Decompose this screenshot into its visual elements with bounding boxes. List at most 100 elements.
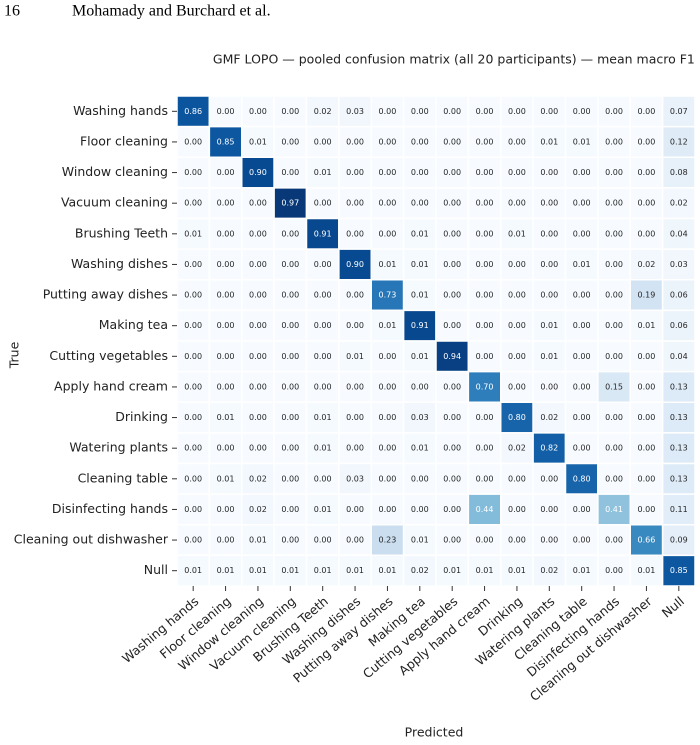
heatmap-cell bbox=[338, 554, 372, 587]
cell-label: 0.00 bbox=[540, 505, 558, 514]
cell-label: 0.00 bbox=[605, 137, 623, 146]
cell-label: 0.13 bbox=[670, 413, 688, 422]
cell-label: 0.00 bbox=[476, 413, 494, 422]
heatmap-cell bbox=[467, 554, 502, 587]
cell-label: 0.70 bbox=[476, 382, 494, 391]
cell-label: 0.00 bbox=[540, 199, 558, 208]
cell-label: 0.00 bbox=[573, 199, 591, 208]
cell-label: 0.00 bbox=[184, 199, 202, 208]
heatmap-cell bbox=[338, 187, 372, 220]
cell-label: 0.00 bbox=[508, 352, 526, 361]
page-number: 16 bbox=[4, 3, 20, 20]
cell-label: 0.00 bbox=[217, 107, 235, 116]
cell-label: 0.00 bbox=[249, 229, 267, 238]
heatmap-cell bbox=[273, 125, 308, 158]
heatmap-cell bbox=[402, 401, 437, 434]
cell-label: 0.00 bbox=[605, 413, 623, 422]
cell-label: 0.00 bbox=[314, 199, 332, 208]
cell-label: 0.00 bbox=[379, 168, 397, 177]
cell-label: 0.04 bbox=[670, 352, 688, 361]
heatmap-cell bbox=[402, 95, 437, 128]
cell-label: 0.00 bbox=[443, 168, 461, 177]
cell-label: 0.00 bbox=[379, 382, 397, 391]
cell-label: 0.00 bbox=[217, 536, 235, 545]
cell-label: 0.00 bbox=[638, 229, 656, 238]
cell-label: 0.00 bbox=[217, 382, 235, 391]
cell-label: 0.02 bbox=[670, 199, 688, 208]
cell-label: 0.00 bbox=[476, 536, 494, 545]
cell-label: 0.01 bbox=[411, 260, 429, 269]
heatmap-cell bbox=[467, 309, 502, 342]
cell-label: 0.00 bbox=[314, 536, 332, 545]
cell-label: 0.00 bbox=[540, 382, 558, 391]
cell-label: 0.03 bbox=[411, 413, 429, 422]
heatmap-cell bbox=[661, 340, 696, 373]
cell-label: 0.00 bbox=[638, 382, 656, 391]
heatmap-cell bbox=[564, 125, 599, 158]
cell-label: 0.00 bbox=[346, 536, 364, 545]
cell-label: 0.00 bbox=[508, 107, 526, 116]
heatmap-cell bbox=[241, 217, 275, 250]
cell-label: 0.01 bbox=[411, 291, 429, 300]
y-tick-label: Watering plants bbox=[69, 440, 168, 455]
cell-label: 0.00 bbox=[443, 291, 461, 300]
cell-label: 0.00 bbox=[281, 505, 299, 514]
cell-label: 0.00 bbox=[281, 260, 299, 269]
heatmap-cell bbox=[176, 340, 211, 373]
cell-label: 0.00 bbox=[281, 291, 299, 300]
cell-label: 0.01 bbox=[508, 229, 526, 238]
cell-label: 0.00 bbox=[540, 168, 558, 177]
cell-label: 0.00 bbox=[605, 474, 623, 483]
cell-label: 0.00 bbox=[508, 321, 526, 330]
heatmap-cell bbox=[467, 217, 502, 250]
cell-label: 0.00 bbox=[508, 536, 526, 545]
cell-label: 0.80 bbox=[573, 474, 591, 483]
cell-label: 0.11 bbox=[670, 505, 688, 514]
cell-label: 0.00 bbox=[281, 413, 299, 422]
cell-label: 0.00 bbox=[249, 199, 267, 208]
cell-label: 0.00 bbox=[217, 260, 235, 269]
cell-label: 0.00 bbox=[508, 137, 526, 146]
heatmap-cell bbox=[305, 462, 340, 495]
heatmap-cell bbox=[402, 524, 437, 557]
cell-label: 0.00 bbox=[249, 260, 267, 269]
cell-label: 0.00 bbox=[314, 352, 332, 361]
cell-label: 0.00 bbox=[184, 474, 202, 483]
heatmap-cell bbox=[661, 95, 696, 128]
cell-label: 0.01 bbox=[638, 566, 656, 575]
cell-label: 0.00 bbox=[443, 536, 461, 545]
cell-label: 0.00 bbox=[281, 168, 299, 177]
cell-label: 0.00 bbox=[184, 291, 202, 300]
cell-label: 0.00 bbox=[314, 260, 332, 269]
cell-label: 0.00 bbox=[379, 352, 397, 361]
cell-label: 0.00 bbox=[508, 474, 526, 483]
cell-label: 0.00 bbox=[443, 229, 461, 238]
cell-label: 0.00 bbox=[605, 444, 623, 453]
cell-label: 0.00 bbox=[249, 107, 267, 116]
cell-label: 0.01 bbox=[217, 413, 235, 422]
cell-label: 0.01 bbox=[573, 260, 591, 269]
cell-label: 0.90 bbox=[249, 168, 267, 177]
cell-label: 0.00 bbox=[443, 199, 461, 208]
y-tick-label: Washing hands bbox=[73, 103, 168, 118]
cell-label: 0.00 bbox=[540, 474, 558, 483]
cell-label: 0.13 bbox=[670, 444, 688, 453]
heatmap-cell bbox=[564, 187, 599, 220]
heatmap-cell bbox=[370, 187, 405, 220]
cell-label: 0.13 bbox=[670, 382, 688, 391]
y-tick-label: Cleaning table bbox=[78, 470, 169, 485]
cell-label: 0.01 bbox=[411, 229, 429, 238]
cell-label: 0.00 bbox=[249, 444, 267, 453]
cell-label: 0.02 bbox=[508, 444, 526, 453]
heatmap-cell bbox=[305, 370, 340, 403]
cell-label: 0.00 bbox=[605, 321, 623, 330]
heatmap-cell bbox=[402, 217, 437, 250]
y-tick-label: Vacuum cleaning bbox=[61, 195, 168, 210]
cell-label: 0.00 bbox=[217, 444, 235, 453]
cell-label: 0.00 bbox=[249, 382, 267, 391]
cell-label: 0.00 bbox=[476, 291, 494, 300]
heatmap-cell bbox=[564, 217, 599, 250]
cell-label: 0.00 bbox=[411, 474, 429, 483]
cell-label: 0.02 bbox=[249, 505, 267, 514]
heatmap-cell bbox=[564, 432, 599, 465]
